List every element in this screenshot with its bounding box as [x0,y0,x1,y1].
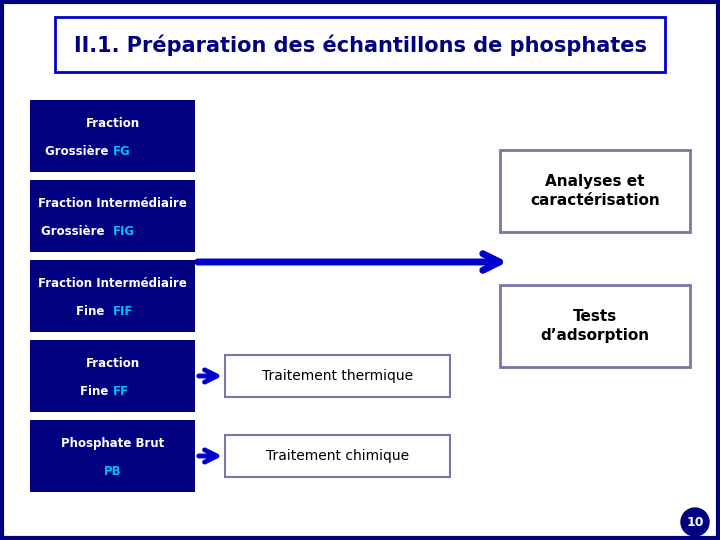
Text: Traitement chimique: Traitement chimique [266,449,409,463]
FancyBboxPatch shape [500,285,690,367]
Text: FIG: FIG [112,225,135,238]
Text: Phosphate Brut: Phosphate Brut [61,436,164,449]
Text: Tests
d’adsorption: Tests d’adsorption [541,308,649,343]
FancyBboxPatch shape [30,420,195,492]
Text: FIF: FIF [112,305,133,319]
FancyBboxPatch shape [225,355,450,397]
Text: Grossière: Grossière [41,225,112,238]
Text: FG: FG [112,145,130,158]
Text: Fraction Intermédiaire: Fraction Intermédiaire [38,276,187,289]
FancyBboxPatch shape [55,17,665,72]
Text: Fine: Fine [76,305,112,319]
Text: Fraction: Fraction [86,117,140,130]
Text: II.1. Préparation des échantillons de phosphates: II.1. Préparation des échantillons de ph… [73,34,647,56]
Text: PB: PB [104,465,121,478]
FancyBboxPatch shape [30,260,195,332]
Circle shape [681,508,709,536]
Text: FF: FF [112,386,128,399]
FancyBboxPatch shape [30,180,195,252]
Text: 10: 10 [686,516,703,529]
Text: Analyses et
caractérisation: Analyses et caractérisation [530,173,660,208]
FancyBboxPatch shape [225,435,450,477]
Text: Fine: Fine [80,386,112,399]
Text: Traitement thermique: Traitement thermique [262,369,413,383]
FancyBboxPatch shape [500,150,690,232]
Text: Grossière: Grossière [45,145,112,158]
FancyBboxPatch shape [30,100,195,172]
Text: Fraction: Fraction [86,356,140,369]
FancyBboxPatch shape [30,340,195,412]
Text: Fraction Intermédiaire: Fraction Intermédiaire [38,197,187,210]
